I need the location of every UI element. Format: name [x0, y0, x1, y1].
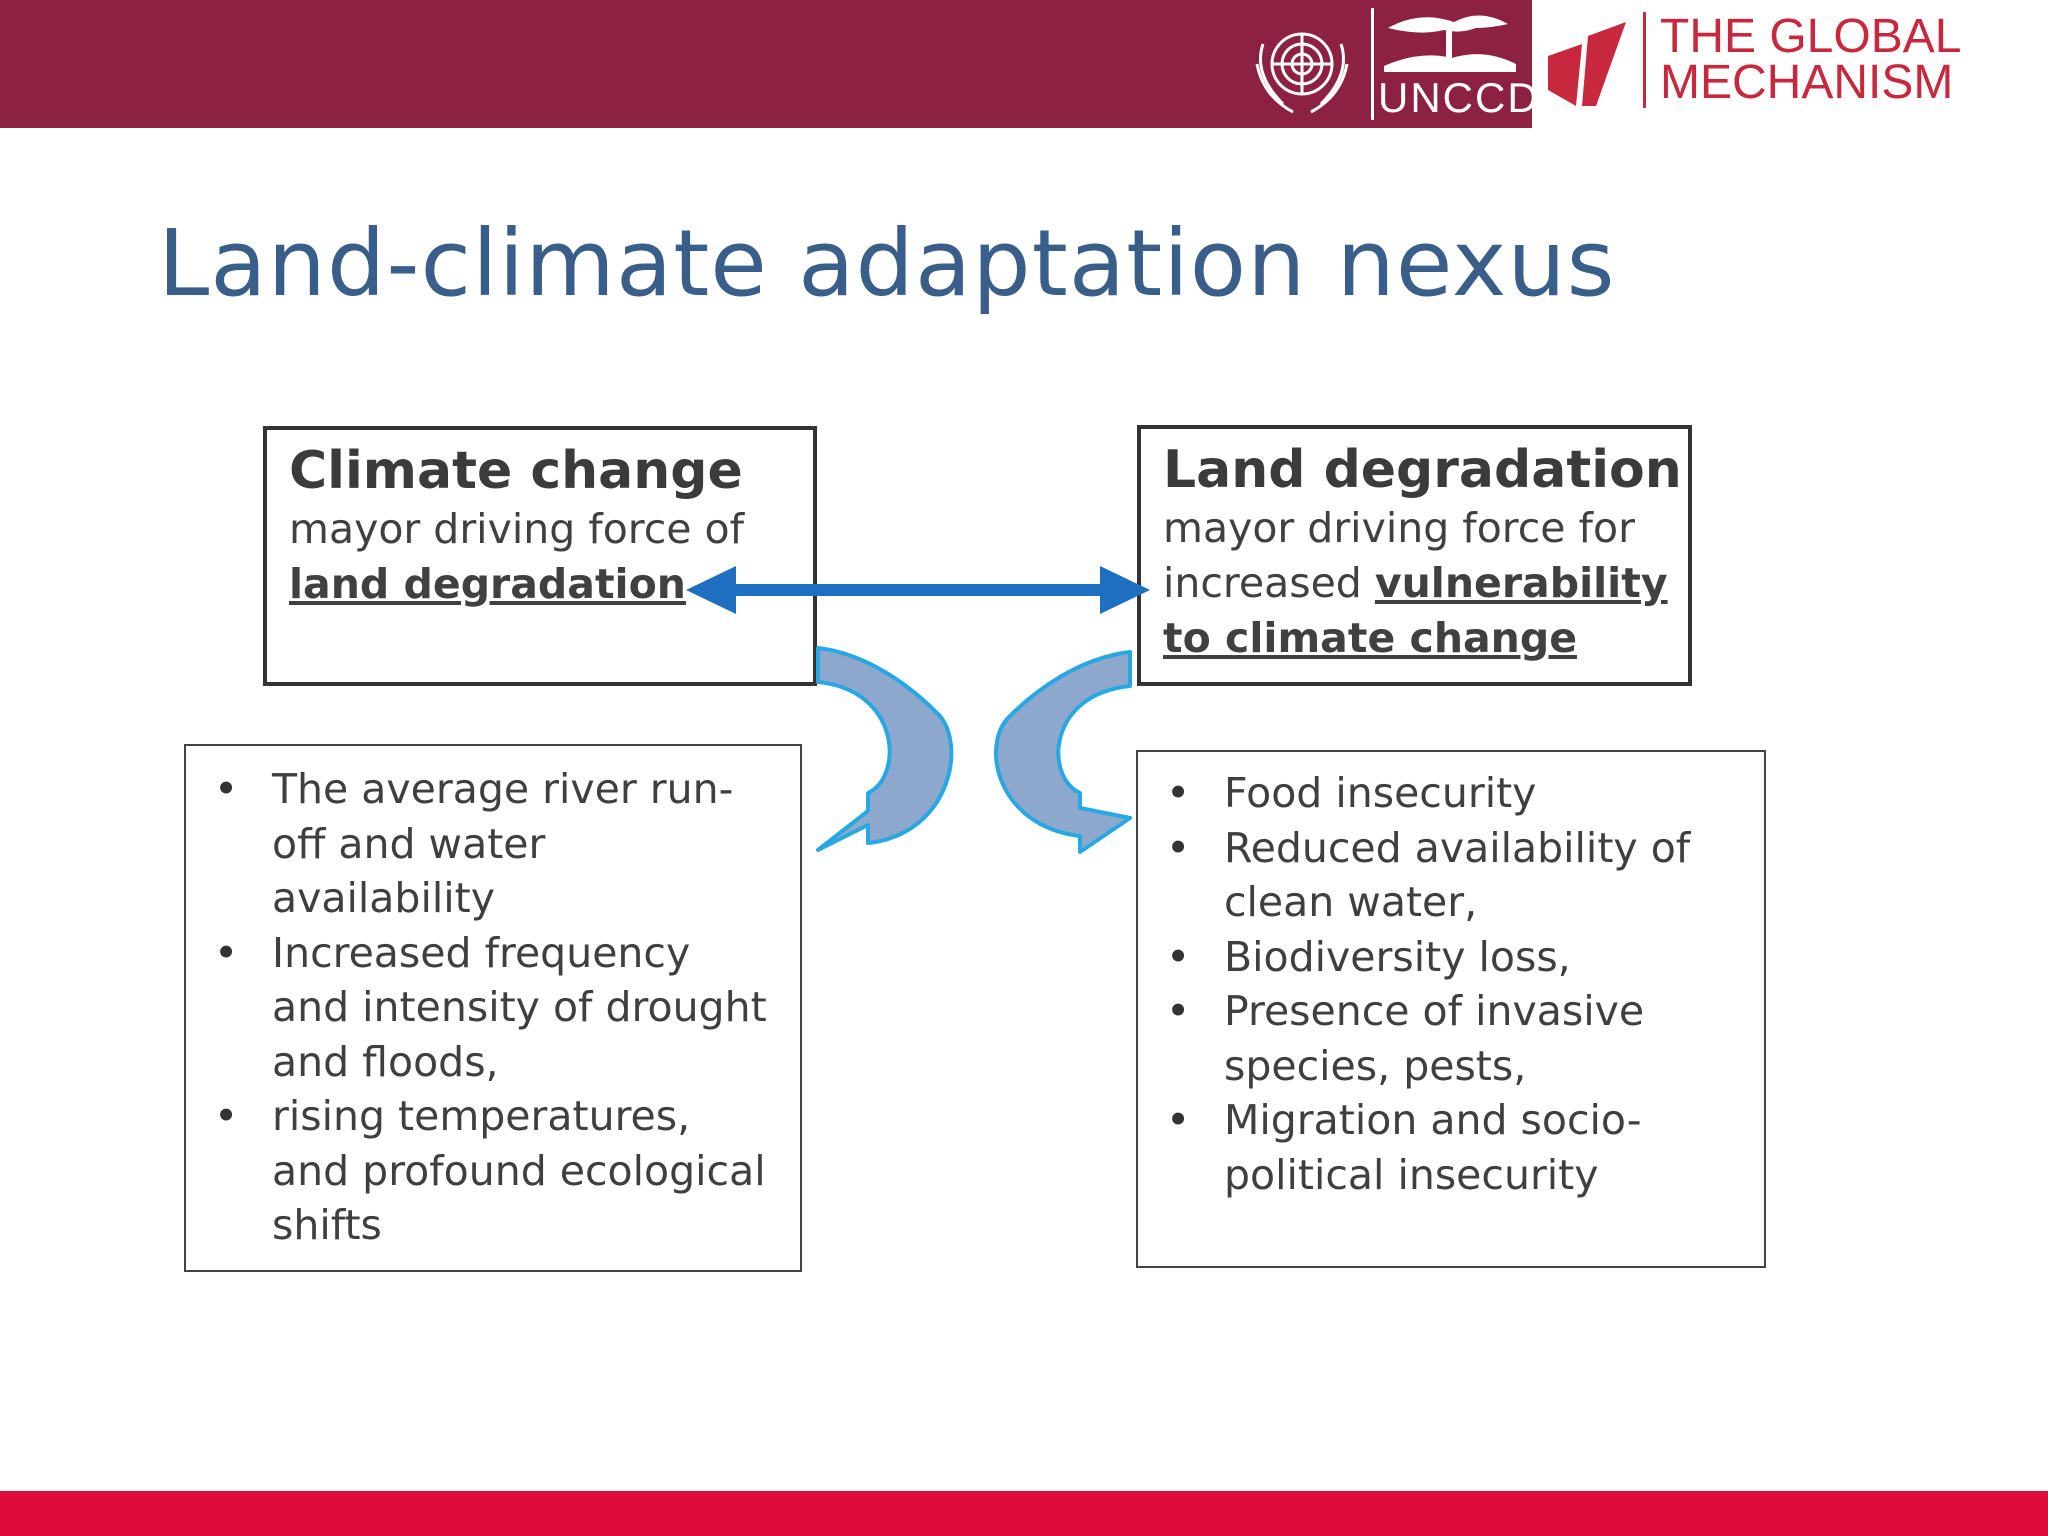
climate-box-line1: mayor driving force of	[289, 505, 745, 553]
uncc-divider	[1371, 8, 1374, 120]
land-box-line3: to climate change	[1163, 611, 1666, 666]
land-effect-item: Reduced availability of clean water,	[1158, 821, 1744, 930]
climate-effect-item: rising temperatures, and profound ecolog…	[206, 1089, 780, 1253]
uncc-logo-label: UNCCD	[1378, 74, 1540, 121]
land-box-heading: Land degradation	[1163, 440, 1682, 500]
land-effects-box: Food insecurity Reduced availability of …	[1136, 750, 1766, 1268]
global-mechanism-mark-icon	[1548, 22, 1626, 106]
land-effects-list: Food insecurity Reduced availability of …	[1158, 766, 1744, 1202]
climate-effects-box: The average river run-off and water avai…	[184, 744, 802, 1272]
uncc-tree-icon	[1384, 15, 1516, 72]
curved-arrow-left-icon	[816, 646, 954, 852]
climate-effect-item: The average river run-off and water avai…	[206, 762, 780, 926]
land-degradation-box: Land degradation mayor driving force for…	[1137, 425, 1692, 686]
partner-logo-text: THE GLOBAL MECHANISM	[1660, 10, 2040, 109]
climate-box-heading: Climate change	[289, 441, 743, 501]
land-effect-item: Presence of invasive species, pests,	[1158, 984, 1744, 1093]
land-box-line1: mayor driving force for	[1163, 504, 1635, 552]
climate-box-emphasis: land degradation	[289, 560, 686, 608]
land-box-emphasis-1: vulnerability	[1374, 559, 1668, 607]
un-emblem-icon	[1255, 32, 1349, 114]
slide-title: Land-climate adaptation nexus	[158, 210, 1616, 317]
climate-box-line2: land degradation	[289, 557, 791, 612]
partner-logo-line1: THE GLOBAL	[1660, 10, 1962, 63]
climate-effects-list: The average river run-off and water avai…	[206, 762, 780, 1253]
footer-bar	[0, 1491, 2048, 1536]
curved-arrow-right-icon	[994, 650, 1132, 854]
climate-effect-item: Increased frequency and intensity of dro…	[206, 926, 780, 1090]
land-effect-item: Migration and socio-political insecurity	[1158, 1093, 1744, 1202]
climate-change-box: Climate change mayor driving force of la…	[263, 426, 817, 686]
land-effect-item: Food insecurity	[1158, 766, 1744, 821]
land-effect-item: Biodiversity loss,	[1158, 930, 1744, 985]
land-box-line2-prefix: increased	[1163, 559, 1375, 607]
land-box-emphasis-2: to climate change	[1163, 614, 1578, 662]
partner-logo-divider	[1643, 12, 1646, 108]
land-box-line2: increased vulnerability	[1163, 556, 1668, 611]
partner-logo-area	[1532, 0, 2048, 128]
partner-logo-line2: MECHANISM	[1660, 56, 1954, 109]
